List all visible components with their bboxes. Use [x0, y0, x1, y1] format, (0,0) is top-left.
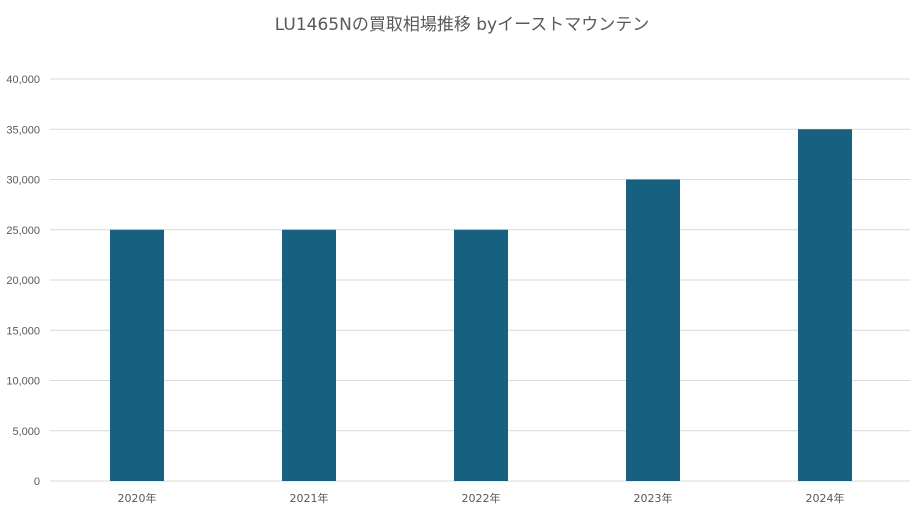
y-tick-label: 15,000 — [6, 325, 40, 337]
y-tick-label: 35,000 — [6, 124, 40, 136]
bar-2021年 — [282, 229, 336, 481]
bar-2024年 — [798, 129, 852, 481]
bar-2023年 — [626, 179, 680, 481]
y-tick-label: 40,000 — [6, 74, 40, 86]
bar-2020年 — [110, 229, 164, 481]
x-tick-label: 2023年 — [634, 491, 673, 505]
chart-title: LU1465Nの買取相場推移 byイーストマウンテン — [275, 15, 649, 35]
y-tick-label: 10,000 — [6, 376, 40, 388]
x-tick-label: 2020年 — [118, 491, 157, 505]
y-tick-label: 0 — [34, 476, 40, 488]
x-tick-label: 2024年 — [806, 491, 845, 505]
y-axis-tick-labels: 0 5,000 10,000 15,000 20,000 25,000 30,000 35,0… — [6, 74, 40, 488]
bars — [110, 129, 852, 481]
y-tick-label: 20,000 — [6, 275, 40, 287]
y-tick-label: 30,000 — [6, 175, 40, 187]
y-tick-label: 5,000 — [12, 426, 40, 438]
x-axis-tick-labels: 2020年 2021年 2022年 2023年 2024年 — [118, 491, 845, 505]
x-tick-label: 2022年 — [462, 491, 501, 505]
y-tick-label: 25,000 — [6, 225, 40, 237]
bar-2022年 — [454, 229, 508, 481]
x-tick-label: 2021年 — [290, 491, 329, 505]
